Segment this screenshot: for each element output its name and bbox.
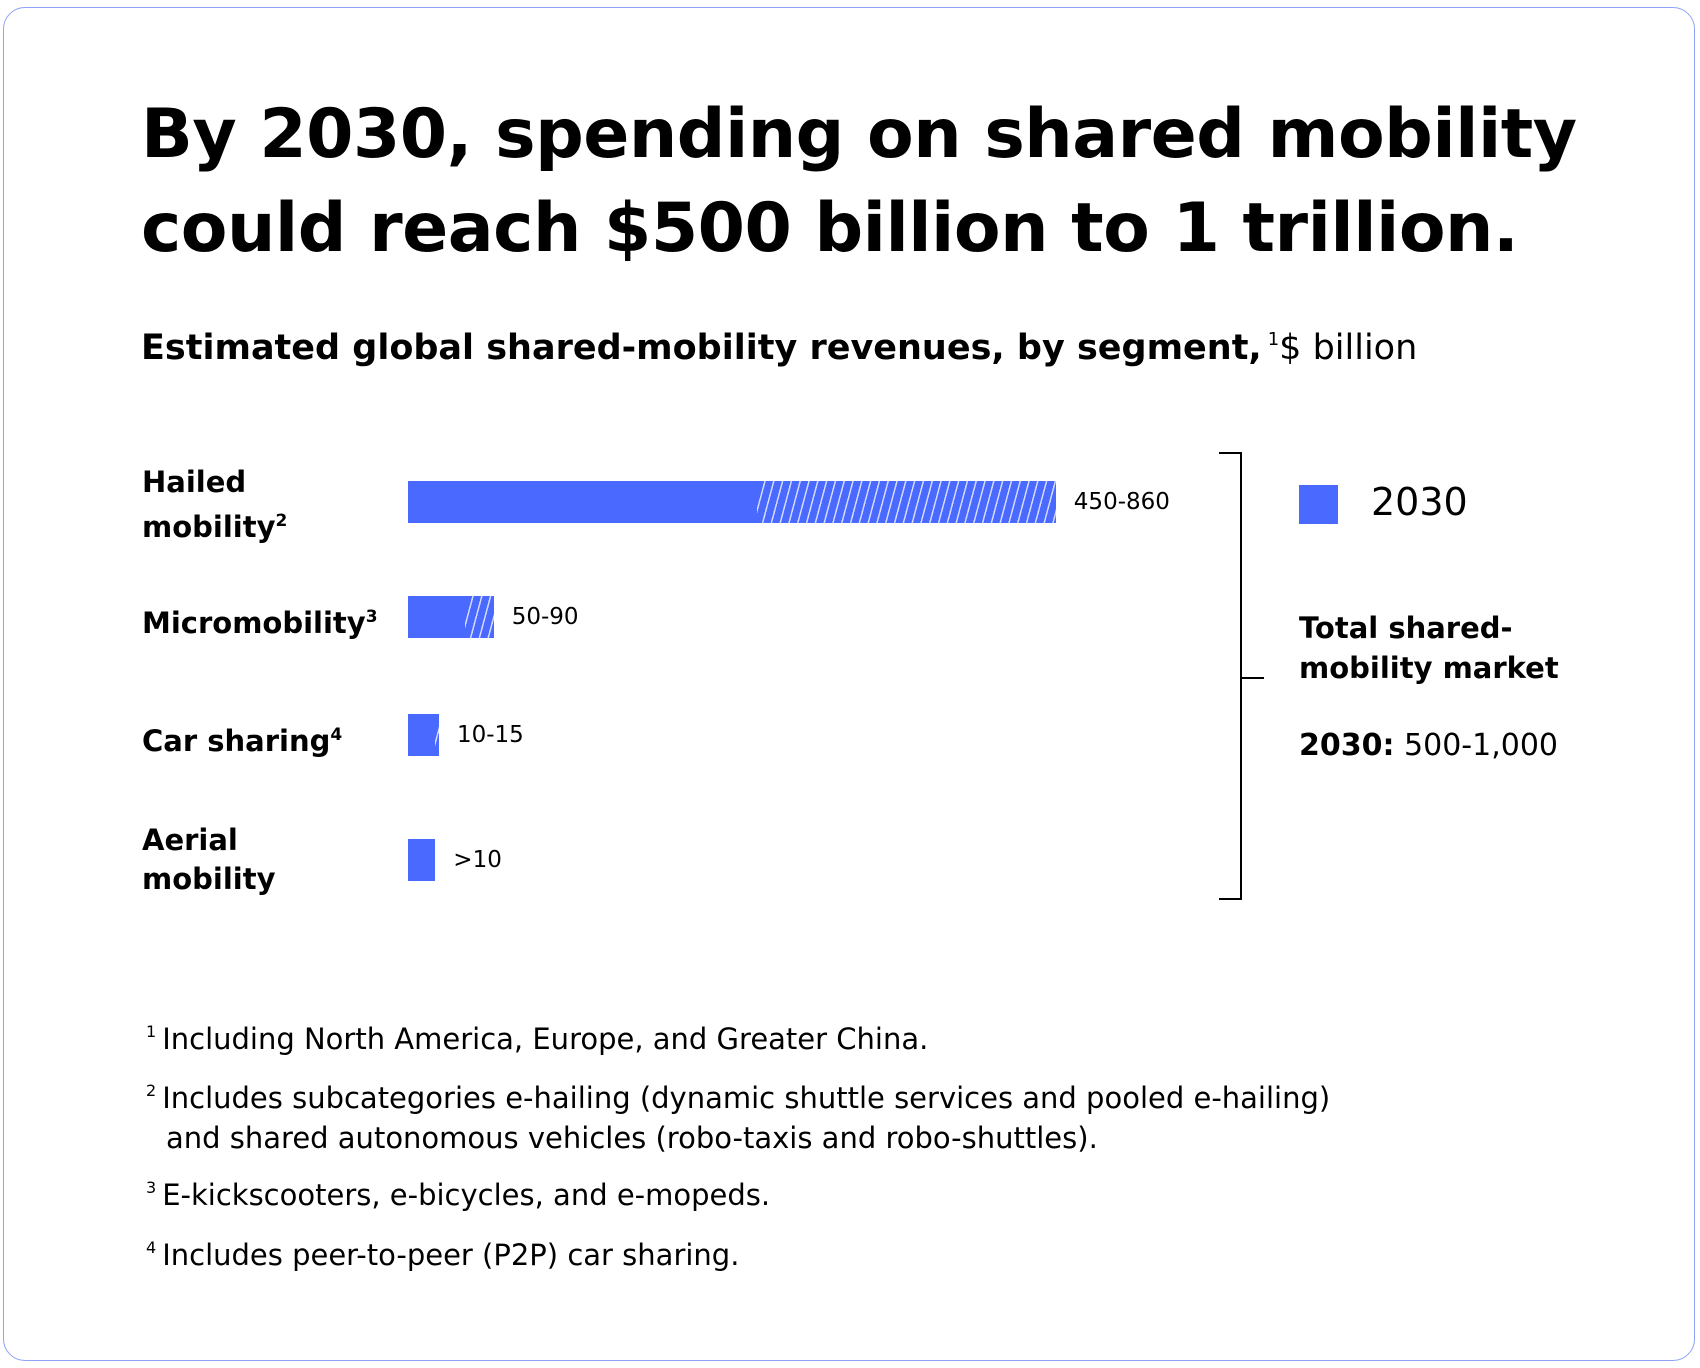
footnote-text: E-kickscooters, e-bicycles, and e-mopeds… xyxy=(162,1178,771,1212)
chart-subtitle: Estimated global shared-mobility revenue… xyxy=(141,328,1417,368)
total-range: 500-1,000 xyxy=(1404,728,1559,763)
subtitle-footnote-mark: 1 xyxy=(1267,329,1280,350)
bar-range-hatch xyxy=(756,481,1056,523)
bracket-mid-tick xyxy=(1240,677,1264,679)
footnote-mark: 1 xyxy=(146,1022,157,1041)
category-label: Hailed mobility2 xyxy=(142,465,288,544)
bar xyxy=(408,596,494,638)
bar xyxy=(408,839,436,881)
bar xyxy=(408,481,1056,523)
value-label: >10 xyxy=(453,847,502,873)
legend-label: 2030 xyxy=(1371,480,1468,524)
bar xyxy=(408,714,439,756)
footnote-mark: 2 xyxy=(275,511,288,531)
value-label: 50-90 xyxy=(511,604,579,630)
footnote-text: Includes subcategories e-hailing (dynami… xyxy=(162,1081,1331,1115)
footnote-line: 2 Includes subcategories e-hailing (dynam… xyxy=(146,1071,1330,1118)
footnote-text: Includes peer-to-peer (P2P) car sharing. xyxy=(162,1238,740,1272)
bracket-vertical xyxy=(1240,452,1242,900)
footnote-line: 1 Including North America, Europe, and Gr… xyxy=(146,1012,928,1059)
footnote-mark: 3 xyxy=(365,606,378,627)
bar-range-hatch xyxy=(464,596,494,638)
footnote-mark: 3 xyxy=(146,1178,157,1197)
total-value: 2030: 500-1,000 xyxy=(1299,728,1558,763)
category-label: Car sharing4 xyxy=(142,723,343,758)
category-label: Micromobility3 xyxy=(142,605,378,640)
subtitle-text: Estimated global shared-mobility revenue… xyxy=(141,328,1262,368)
footnote-mark: 4 xyxy=(330,724,343,745)
bar-range-hatch xyxy=(435,714,439,756)
headline: By 2030, spending on shared mobility cou… xyxy=(141,95,1577,268)
unit-label: $ billion xyxy=(1279,328,1418,368)
bracket-bottom-tick xyxy=(1219,898,1242,900)
footnote-mark: 4 xyxy=(146,1238,157,1257)
footnote-text: Including North America, Europe, and Gre… xyxy=(162,1022,929,1056)
bracket-top-tick xyxy=(1219,452,1242,454)
value-label: 450-860 xyxy=(1073,489,1170,515)
chart-card xyxy=(3,7,1695,1361)
total-year: 2030: xyxy=(1299,728,1395,763)
footnote: 4 Includes peer-to-peer (P2P) car sharing… xyxy=(146,1228,739,1275)
footnote-mark: 2 xyxy=(146,1081,157,1100)
legend-swatch-2030 xyxy=(1299,485,1338,524)
value-label: 10-15 xyxy=(456,722,524,748)
total-label: Total shared-mobility market xyxy=(1299,608,1559,688)
total-label-line: Total shared- xyxy=(1299,611,1513,645)
total-label-line: mobility market xyxy=(1299,651,1559,685)
category-label: Aerial mobility xyxy=(142,823,276,896)
footnote-line: 4 Includes peer-to-peer (P2P) car sharing… xyxy=(146,1228,739,1275)
footnote-text: and shared autonomous vehicles (robo-tax… xyxy=(166,1121,1098,1155)
footnote: 1 Including North America, Europe, and Gr… xyxy=(146,1012,928,1059)
footnote: 3 E-kickscooters, e-bicycles, and e-moped… xyxy=(146,1168,770,1215)
footnote-line: 3 E-kickscooters, e-bicycles, and e-moped… xyxy=(146,1168,770,1215)
footnote-line: and shared autonomous vehicles (robo-tax… xyxy=(146,1118,1330,1158)
footnote: 2 Includes subcategories e-hailing (dynam… xyxy=(146,1071,1330,1158)
